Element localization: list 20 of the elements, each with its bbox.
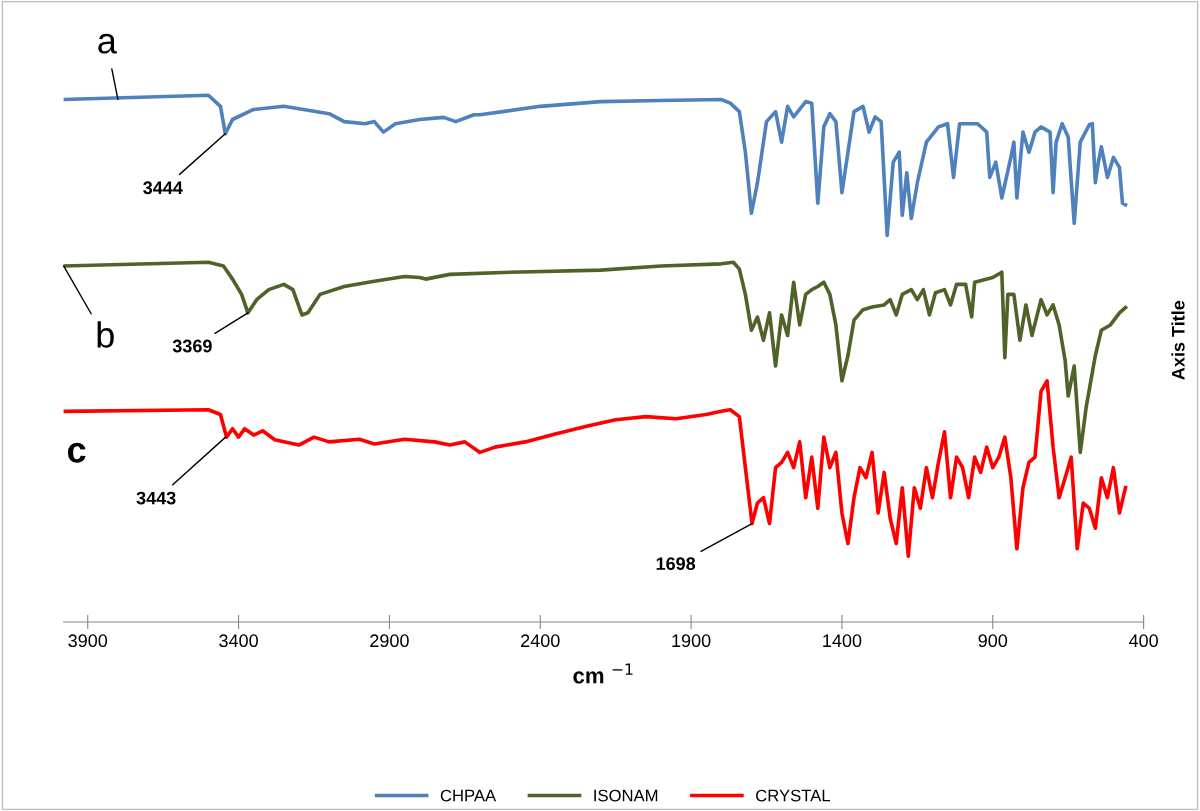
x-tick-label: 2900 (370, 634, 409, 648)
x-tick-label: 1900 (672, 634, 711, 648)
annotation: a (98, 33, 117, 54)
annotation: 3443 (136, 491, 176, 505)
legend-label: ISONAM (594, 789, 658, 802)
annotation: c (67, 442, 86, 463)
x-tick-label: 900 (978, 634, 1008, 648)
x-tick-label: 2400 (521, 634, 560, 648)
x-tick-label: 1400 (823, 634, 862, 648)
annotation: 3369 (172, 339, 212, 353)
x-tick-label: 400 (1128, 634, 1158, 648)
x-axis-title: cm $^{−1}$ (573, 663, 633, 684)
annotation: 3444 (143, 181, 183, 195)
annotation: 1698 (656, 557, 696, 571)
x-tick-label: 3400 (219, 634, 258, 648)
legend-label: CHPAA (440, 789, 497, 802)
annotation: b (97, 321, 114, 348)
y-axis-title: Axis Title (1171, 300, 1185, 380)
x-tick-label: 3900 (68, 634, 108, 648)
legend-label: CRYSTAL (756, 789, 831, 802)
